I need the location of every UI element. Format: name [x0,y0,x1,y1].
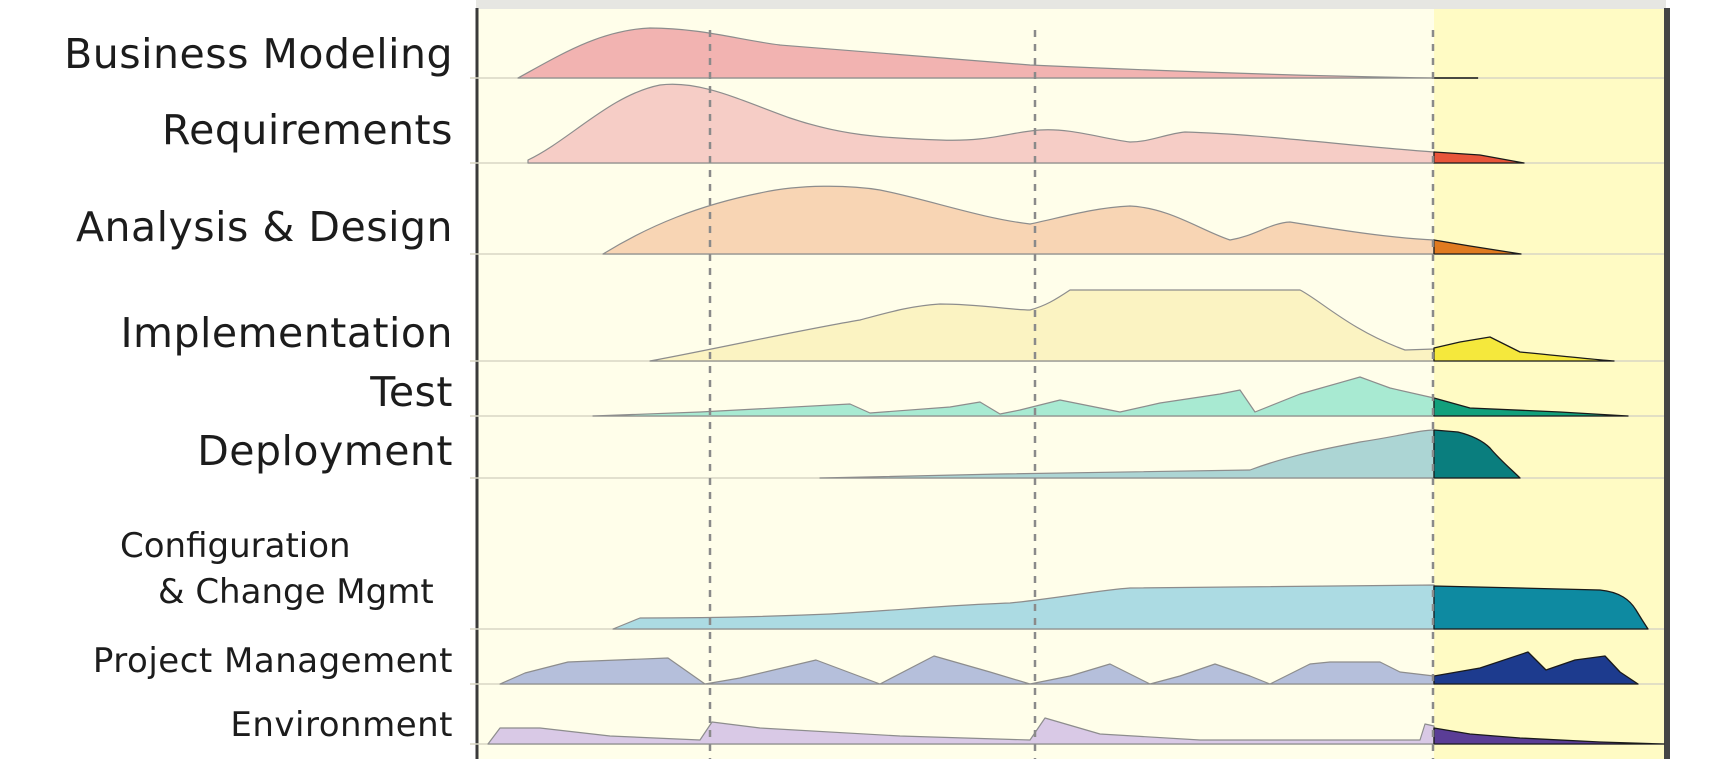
workflow-hump-8 [487,717,1435,745]
label-requirements: Requirements [161,106,453,154]
transition-hump-5 [1433,429,1521,479]
label-configuration: Configuration [120,526,351,566]
transition-hump-7 [1433,651,1639,685]
workflow-hump-2 [602,185,1435,255]
label-project-management: Project Management [92,641,453,681]
transition-hump-3 [1433,336,1615,362]
workflow-hump-1 [527,83,1435,164]
workflow-hump-4 [592,376,1435,417]
right-frame-edge [1664,8,1670,759]
label-analysis-design: Analysis & Design [75,203,453,251]
workflow-hump-0 [517,27,1479,79]
top-shadow [476,0,1666,9]
transition-hump-2 [1433,239,1522,255]
label-environment: Environment [230,705,453,745]
label-business-modeling: Business Modeling [64,30,453,78]
workflow-hump-7 [499,655,1435,685]
transition-hump-6 [1433,585,1649,630]
label-deployment: Deployment [197,427,453,475]
workflow-hump-5 [819,429,1435,479]
label-implementation: Implementation [120,309,453,357]
workflow-hump-3 [649,289,1435,362]
label-test: Test [370,368,453,416]
label-change-mgmt: & Change Mgmt [158,572,434,612]
workflow-hump-6 [612,584,1435,630]
transition-phase-background [1434,8,1666,759]
